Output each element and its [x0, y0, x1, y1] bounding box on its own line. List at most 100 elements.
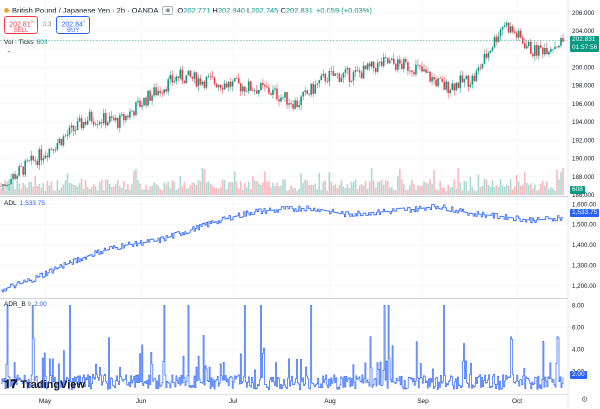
volume-bar: [302, 182, 304, 195]
volume-bar: [423, 181, 425, 195]
adl-scale-label: 1,600.00: [572, 201, 597, 208]
volume-bar: [217, 188, 220, 195]
candle-body: [213, 77, 216, 84]
sell-button[interactable]: 202.810 SELL: [4, 16, 38, 34]
volume-bar: [26, 187, 28, 195]
candle-body: [503, 25, 506, 27]
candle-body: [6, 185, 8, 186]
gear-icon[interactable]: ⚙: [581, 395, 589, 404]
volume-bar: [84, 180, 87, 195]
volume-bar: [407, 189, 409, 195]
volume-bar: [427, 183, 429, 195]
volume-bar: [199, 181, 202, 195]
candle-body: [113, 117, 115, 121]
candle-body: [413, 72, 415, 75]
buy-button[interactable]: 202.847 BUY: [56, 16, 91, 34]
candle-body: [562, 38, 564, 42]
candle-body: [159, 90, 161, 93]
volume-bar: [28, 181, 31, 195]
candle-body: [268, 87, 270, 94]
candle-body: [552, 49, 554, 50]
volume-bar: [439, 181, 441, 195]
volume-bar: [213, 187, 216, 195]
candle-body: [22, 166, 24, 175]
tradingview-logo[interactable]: 𝟏𝟕 TradingView: [4, 377, 85, 391]
volume-bar: [364, 181, 367, 195]
candle-body: [554, 46, 556, 50]
volume-bar: [354, 179, 357, 195]
volume-bar: [280, 185, 282, 195]
candle-body: [231, 81, 234, 87]
candle-body: [175, 76, 178, 81]
volume-bar: [477, 174, 480, 195]
volume-bar: [272, 182, 274, 195]
volume-bar: [161, 190, 163, 195]
volume-bar: [471, 187, 474, 195]
candle-body: [546, 48, 548, 55]
symbol-title[interactable]: British Pound / Japanese Yen · 2h · OAND…: [12, 5, 159, 15]
candle-body: [163, 89, 165, 94]
pane-divider[interactable]: [0, 298, 568, 299]
candle-body: [258, 89, 260, 94]
candle-body: [366, 63, 369, 70]
candle-body: [66, 134, 69, 136]
volume-bar: [96, 190, 99, 195]
candle-body: [429, 71, 431, 82]
candle-body: [203, 81, 206, 88]
candle-body: [46, 155, 49, 158]
volume-bar: [306, 180, 308, 195]
volume-bar: [209, 183, 212, 195]
candle-body: [360, 72, 363, 79]
x-tick: Jun: [135, 398, 147, 405]
volume-bar: [201, 167, 204, 195]
candle-body: [217, 84, 220, 88]
candle-body: [348, 67, 351, 82]
candle-body: [123, 114, 125, 121]
volume-bar: [538, 189, 540, 195]
adl-legend[interactable]: ADL 1,533.75: [4, 200, 45, 207]
candle-body: [254, 90, 256, 92]
volume-bar: [332, 185, 335, 195]
candle-body: [336, 73, 339, 75]
volume-bar: [435, 189, 437, 195]
candle-body: [72, 125, 75, 131]
candle-body: [131, 111, 133, 112]
volume-bar: [465, 181, 468, 195]
volume-bar: [479, 186, 482, 195]
adr-legend[interactable]: ADR_B 9 2.00: [4, 301, 47, 308]
candle-body: [427, 71, 429, 73]
candle-body: [185, 75, 188, 84]
volume-bar: [215, 187, 218, 195]
volume-bar: [431, 184, 433, 195]
pane-divider[interactable]: [0, 196, 568, 197]
candle-body: [94, 124, 97, 125]
volume-bar: [155, 183, 157, 195]
volume-bar: [60, 187, 63, 195]
candle-body: [20, 166, 22, 167]
candle-body: [84, 121, 87, 125]
candle-body: [495, 36, 498, 42]
volume-bar: [544, 185, 546, 195]
volume-bar: [237, 188, 240, 195]
volume-bar: [473, 190, 476, 195]
volume-bar: [336, 188, 339, 195]
volume-bar: [523, 171, 526, 195]
volume-bar: [163, 182, 165, 195]
volume-bar: [245, 187, 248, 195]
eye-icon[interactable]: ◉: [162, 5, 174, 15]
volume-bar: [525, 182, 528, 195]
candle-body: [471, 75, 474, 85]
chevron-up-icon[interactable]: ⌃: [6, 51, 12, 58]
candle-body: [276, 88, 278, 100]
volume-bar: [491, 180, 494, 195]
candle-body: [507, 22, 510, 33]
volume-bar: [203, 169, 206, 195]
volume-bar: [227, 182, 230, 195]
volume-bar: [197, 180, 200, 195]
volume-legend[interactable]: Vol · Ticks 608: [4, 39, 48, 46]
candle-body: [221, 87, 224, 90]
time-axis[interactable]: May Jun Jul Aug Sep Oct: [0, 394, 568, 409]
candle-body: [270, 93, 272, 95]
volume-bar: [90, 187, 93, 195]
